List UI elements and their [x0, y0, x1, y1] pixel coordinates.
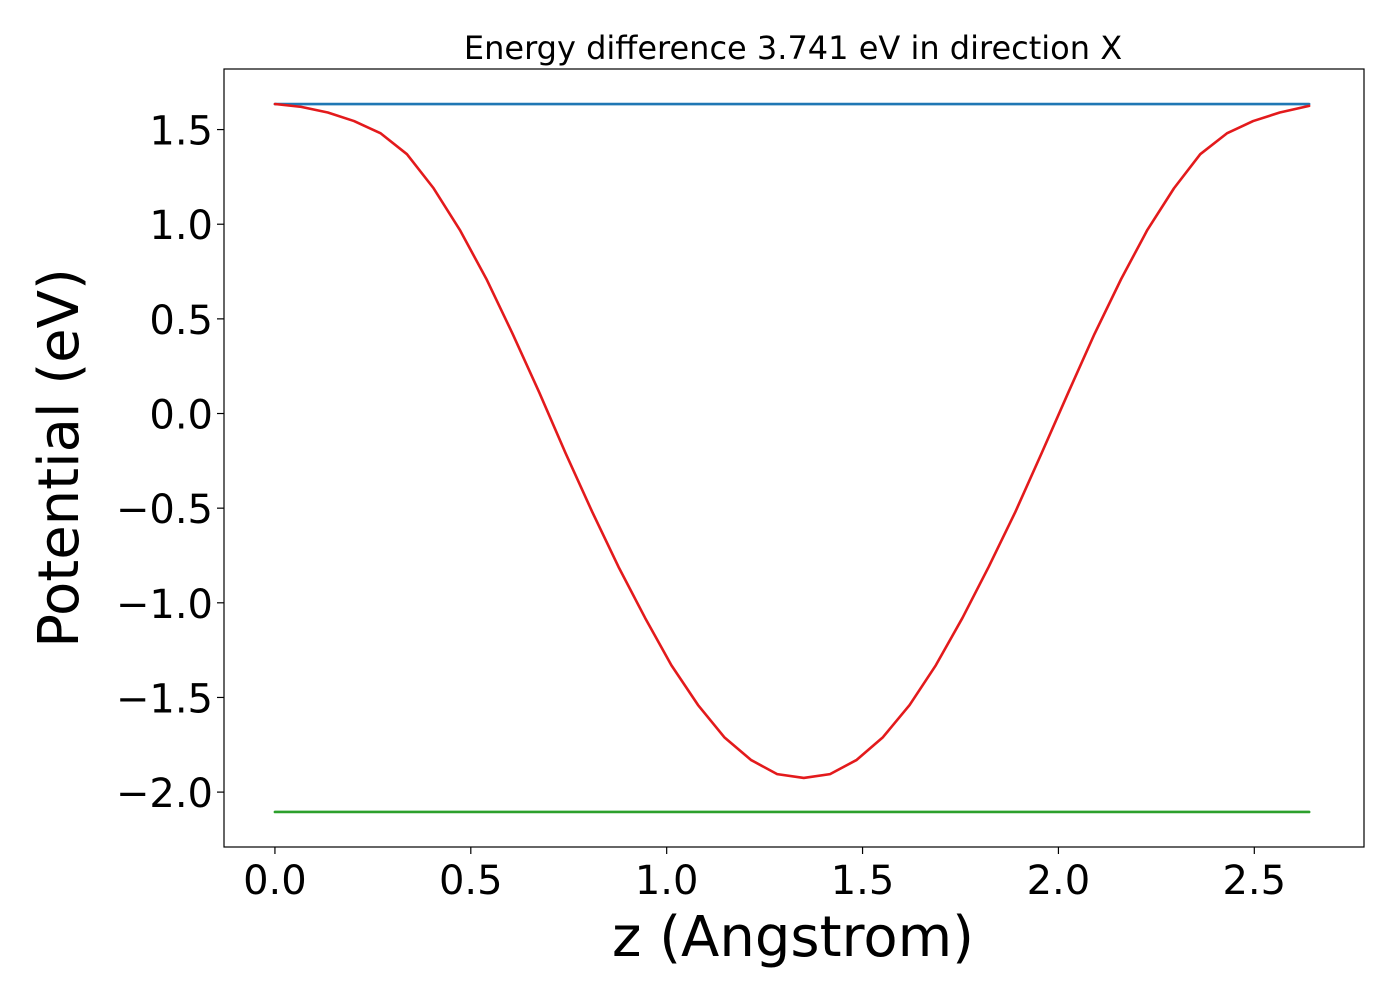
- x-tick-label: 0.0: [243, 858, 307, 904]
- y-tick-label: 0.0: [149, 393, 213, 439]
- series-line-2: [273, 102, 1311, 780]
- x-axis-label: z (Angstrom): [612, 905, 974, 970]
- y-tick-label: 1.5: [149, 109, 213, 155]
- chart-title: Energy difference 3.741 eV in direction …: [464, 29, 1122, 67]
- x-tick-label: 1.0: [635, 858, 699, 904]
- y-tick-label: −2.0: [116, 771, 213, 817]
- x-tick-label: 2.0: [1027, 858, 1091, 904]
- y-tick-label: −0.5: [116, 487, 213, 533]
- y-tick-label: 1.0: [149, 203, 213, 249]
- y-tick-label: −1.5: [116, 676, 213, 722]
- y-tick-label: −1.0: [116, 582, 213, 628]
- x-axis-ticks: 0.0 0.5 1.0 1.5 2.0 2.5: [243, 847, 1286, 904]
- y-tick-label: 0.5: [149, 298, 213, 344]
- x-tick-label: 2.5: [1222, 858, 1286, 904]
- x-tick-label: 0.5: [439, 858, 503, 904]
- series-layer: [273, 102, 1311, 814]
- plot-area-frame: [223, 68, 1365, 848]
- y-axis-label: Potential (eV): [27, 268, 92, 648]
- x-tick-label: 1.5: [831, 858, 895, 904]
- y-axis-ticks: 1.5 1.0 0.5 0.0 −0.5 −1.0 −1.5 −2.0: [116, 109, 224, 817]
